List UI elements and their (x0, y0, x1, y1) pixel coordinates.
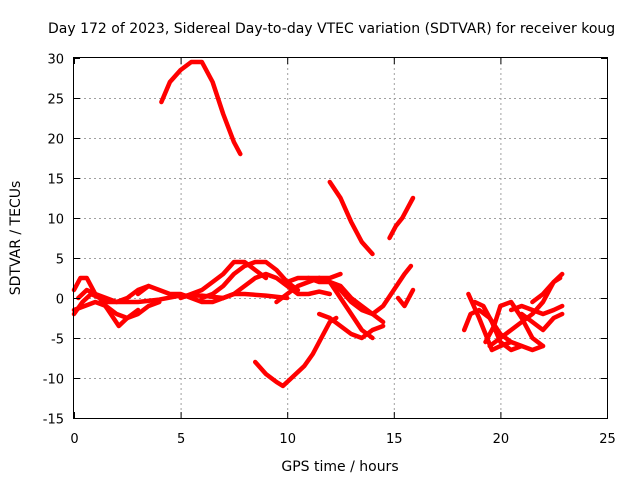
series-line-arc-8 (199, 259, 301, 301)
series-line-arc-10 (274, 271, 343, 305)
series-line-arc-9 (220, 271, 333, 301)
series-line-arc-21 (472, 299, 524, 353)
x-tick-label: 15 (386, 432, 403, 447)
series-line-arc-7 (178, 259, 269, 301)
axis-ticks (74, 58, 608, 419)
y-tick-label: 0 (56, 293, 64, 308)
x-tick-label: 0 (70, 432, 78, 447)
y-tick-label: -5 (51, 333, 64, 348)
y-tick-label: -10 (43, 373, 64, 388)
y-tick-label: 20 (47, 133, 64, 148)
y-tick-label: 25 (47, 93, 64, 108)
x-tick-label: 25 (599, 432, 616, 447)
x-tick-label: 5 (177, 432, 185, 447)
series-line-arc-6 (135, 283, 290, 305)
chart-title: Day 172 of 2023, Sidereal Day-to-day VTE… (48, 21, 615, 37)
axis-tick-labels: 0 5 10 15 20 25 -15 -10 -5 0 5 10 15 20 25 30 (43, 53, 616, 448)
series-line-arc-1 (159, 59, 243, 157)
series-line-arc-25 (519, 311, 565, 333)
y-axis-label: SDTVAR / TECUs (8, 181, 24, 296)
series-line-arc-18 (395, 287, 416, 309)
series-line-arc-3 (71, 299, 162, 321)
series-line-arc-4 (71, 291, 141, 329)
series-line-arc-22 (483, 299, 546, 349)
x-tick-label: 10 (279, 432, 296, 447)
grid-lines (74, 58, 607, 418)
series-line-arc-15 (252, 315, 339, 389)
series-line-arc-24 (508, 303, 565, 317)
series-line-arc-19 (461, 307, 546, 353)
series-line-arc-2 (71, 275, 151, 305)
series-line-arc-17 (387, 195, 416, 241)
y-tick-label: 10 (47, 213, 64, 228)
series-line-arc-26 (530, 271, 565, 305)
series-group (71, 59, 565, 389)
series-line-arc-14 (327, 179, 375, 257)
series-line-arc-12 (306, 263, 414, 317)
series-line-arc-16 (316, 311, 386, 341)
y-tick-label: 5 (56, 253, 64, 268)
x-tick-label: 20 (493, 432, 510, 447)
plot-frame (73, 57, 608, 419)
y-tick-label: 30 (47, 53, 64, 68)
y-tick-label: 15 (47, 173, 64, 188)
y-tick-label: -15 (43, 413, 64, 428)
series-line-arc-13 (316, 275, 375, 341)
x-axis-label: GPS time / hours (281, 459, 398, 475)
